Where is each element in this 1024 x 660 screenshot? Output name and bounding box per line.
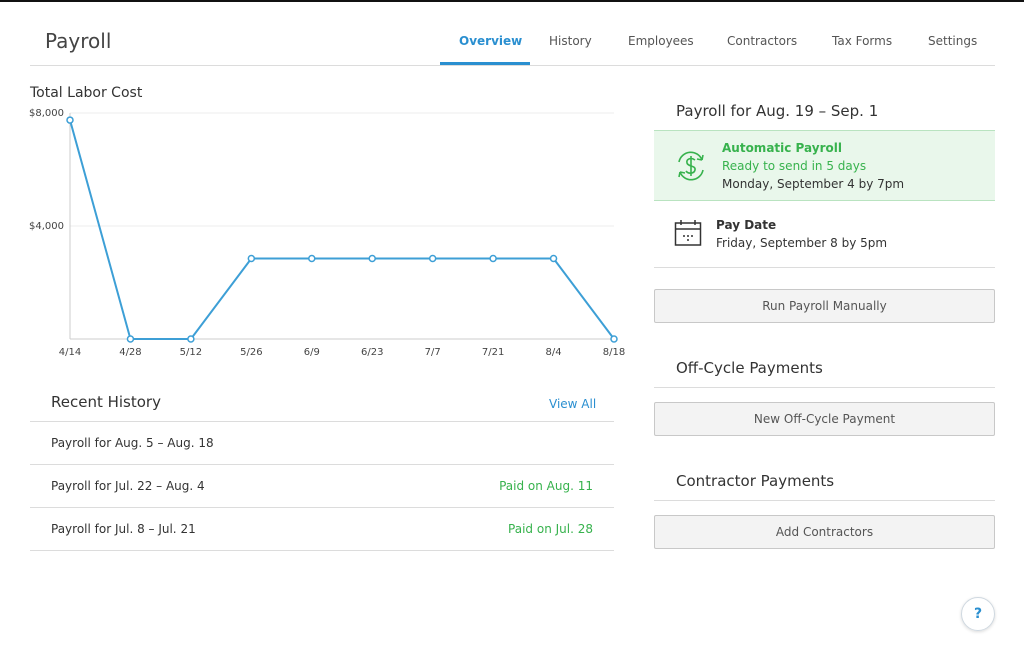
- off-cycle-button[interactable]: New Off-Cycle Payment: [654, 402, 995, 436]
- automatic-detail: Monday, September 4 by 7pm: [722, 177, 905, 191]
- help-button[interactable]: ?: [961, 597, 995, 631]
- nav-tab[interactable]: Settings: [928, 34, 978, 48]
- section-title: Recent History: [51, 393, 161, 411]
- divider: [654, 267, 995, 268]
- divider: [654, 387, 995, 388]
- nav-tab[interactable]: History: [549, 34, 592, 48]
- nav-tab[interactable]: Employees: [628, 34, 694, 48]
- section-title: Contractor Payments: [676, 472, 835, 490]
- y-tick-label: $8,000: [29, 108, 64, 119]
- data-point: [66, 116, 74, 124]
- divider: [30, 550, 614, 551]
- section-title: Payroll for Aug. 19 – Sep. 1: [676, 102, 879, 120]
- x-tick-label: 7/7: [425, 347, 441, 358]
- add-contractors-button[interactable]: Add Contractors: [654, 515, 995, 549]
- pay-date-detail: Friday, September 8 by 5pm: [716, 236, 888, 250]
- data-point: [610, 335, 618, 343]
- x-tick-label: 8/4: [546, 347, 562, 358]
- divider: [30, 507, 614, 508]
- history-row-status: Paid on Aug. 11: [499, 479, 593, 493]
- x-tick-label: 5/26: [240, 347, 262, 358]
- view-all-link[interactable]: View All: [549, 397, 597, 411]
- x-tick-label: 5/12: [180, 347, 202, 358]
- pay-date-title: Pay Date: [716, 218, 777, 232]
- data-point: [549, 254, 558, 263]
- data-point: [126, 335, 135, 343]
- run-payroll-button[interactable]: Run Payroll Manually: [654, 289, 995, 323]
- nav-tab[interactable]: Tax Forms: [832, 34, 893, 48]
- y-tick-label: $4,000: [29, 221, 64, 232]
- data-point: [368, 254, 376, 263]
- divider: [30, 421, 614, 422]
- divider: [30, 464, 614, 465]
- history-row-label[interactable]: Payroll for Jul. 8 – Jul. 21: [51, 522, 196, 536]
- page-title: Payroll: [45, 29, 112, 53]
- x-tick-label: 4/28: [119, 347, 141, 358]
- history-row-label[interactable]: Payroll for Jul. 22 – Aug. 4: [51, 479, 205, 493]
- history-row-label[interactable]: Payroll for Aug. 5 – Aug. 18: [51, 436, 214, 450]
- chart-title: Total Labor Cost: [30, 85, 143, 101]
- data-point: [308, 254, 316, 263]
- payroll-icon: [678, 151, 704, 181]
- data-point: [247, 254, 256, 263]
- divider: [654, 500, 995, 501]
- top-border: [0, 0, 1024, 2]
- automatic-status: Ready to send in 5 days: [722, 159, 867, 173]
- history-row-status: Paid on Jul. 28: [508, 522, 593, 536]
- section-title: Off-Cycle Payments: [676, 359, 823, 377]
- calendar-icon: [674, 220, 702, 246]
- header-rule: [30, 65, 995, 66]
- data-point: [489, 254, 497, 263]
- data-point: [187, 335, 195, 343]
- automatic-title: Automatic Payroll: [722, 141, 842, 155]
- x-tick-label: 8/18: [603, 347, 625, 358]
- x-tick-label: 6/23: [361, 347, 383, 358]
- data-line: [69, 119, 615, 340]
- chart: $4,000 $8,000 4/14 4/28 5/12 5/26 6/9 6/23 7/7 7/…: [29, 108, 625, 358]
- data-point: [428, 254, 437, 263]
- active-tab-underline: [440, 62, 530, 65]
- nav-tab[interactable]: Contractors: [727, 34, 798, 48]
- x-tick-label: 4/14: [59, 347, 81, 358]
- nav-tab[interactable]: Overview: [459, 34, 523, 48]
- automatic-payroll-panel: [654, 130, 995, 201]
- x-tick-label: 7/21: [482, 347, 504, 358]
- x-tick-label: 6/9: [304, 347, 320, 358]
